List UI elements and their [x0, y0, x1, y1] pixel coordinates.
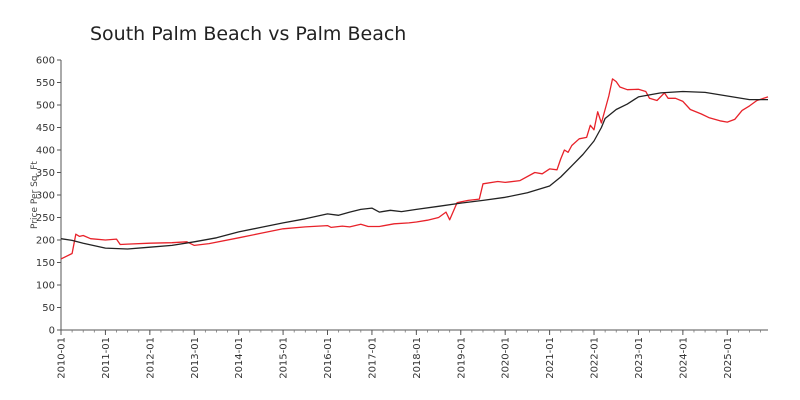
- x-tick-label: 2021-01: [545, 337, 556, 379]
- y-tick-label: 0: [49, 326, 55, 337]
- y-tick-label: 550: [36, 78, 55, 89]
- y-tick-label: 450: [36, 123, 55, 134]
- series-layer: [60, 78, 769, 260]
- y-tick-label: 500: [36, 101, 55, 112]
- y-tick-label: 300: [36, 191, 55, 202]
- y-tick-label: 50: [42, 303, 55, 314]
- x-tick-label: 2025-01: [723, 337, 734, 379]
- y-tick-label: 200: [36, 236, 55, 247]
- series-line-1: [60, 78, 769, 260]
- x-tick-label: 2018-01: [412, 337, 423, 379]
- x-tick-label: 2023-01: [634, 337, 645, 379]
- y-tick-label: 250: [36, 213, 55, 224]
- y-tick-label: 150: [36, 258, 55, 269]
- y-tick-label: 400: [36, 146, 55, 157]
- y-tick-label: 350: [36, 168, 55, 179]
- x-tick-label: 2011-01: [101, 337, 112, 379]
- series-line-2: [60, 90, 768, 250]
- x-tick-label: 2012-01: [145, 337, 156, 379]
- x-tick-label: 2020-01: [501, 337, 512, 379]
- axes: 0 50 100 150 200 250 300 350 400 450 500 550 600 2010…: [36, 56, 768, 379]
- x-tick-label: 2017-01: [367, 337, 378, 379]
- x-tick-label: 2022-01: [590, 337, 601, 379]
- chart-title: South Palm Beach vs Palm Beach: [90, 23, 406, 45]
- y-tick-label: 600: [36, 56, 55, 67]
- x-tick-label: 2014-01: [234, 337, 245, 379]
- x-tick-label: 2016-01: [323, 337, 334, 379]
- x-tick-label: 2015-01: [279, 337, 290, 379]
- y-axis-label: Price Per Sq. Ft: [30, 161, 40, 229]
- x-tick-label: 2019-01: [456, 337, 467, 379]
- y-tick-label: 100: [36, 281, 55, 292]
- x-tick-label: 2013-01: [190, 337, 201, 379]
- x-tick-label: 2010-01: [57, 337, 68, 379]
- x-tick-label: 2024-01: [678, 337, 689, 379]
